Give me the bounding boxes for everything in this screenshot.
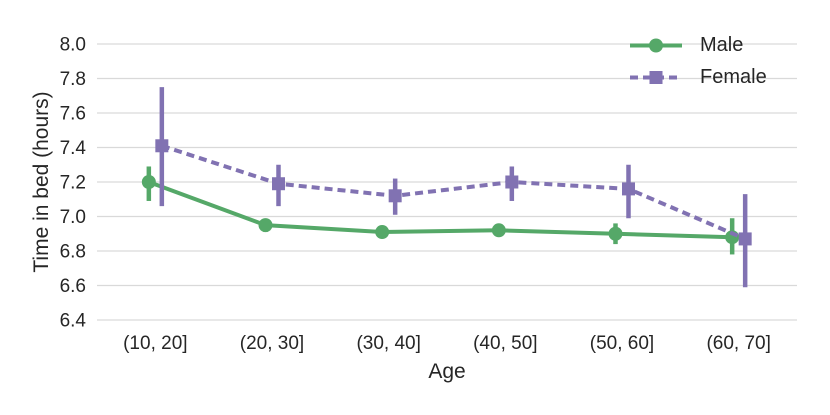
y-tick-label: 6.4 [60, 311, 87, 332]
x-tick-label: (40, 50] [473, 333, 537, 354]
male-marker [608, 226, 623, 241]
y-tick-label: 7.2 [60, 173, 86, 194]
y-tick-label: 7.0 [60, 207, 86, 228]
legend: Male Female [627, 34, 767, 89]
x-tick-label: (10, 20] [123, 333, 187, 354]
y-tick-label: 8.0 [60, 35, 86, 56]
male-marker [491, 223, 506, 238]
female-line [161, 143, 746, 241]
x-tick-label: (50, 60] [590, 333, 654, 354]
x-tick-label: (30, 40] [356, 333, 420, 354]
legend-label-female: Female [700, 66, 767, 88]
x-tick-label: (60, 70] [706, 333, 770, 354]
male-line [148, 180, 733, 240]
female-marker [505, 175, 519, 189]
legend-item-male: Male [627, 34, 767, 57]
legend-item-female: Female [627, 66, 767, 89]
female-marker [155, 139, 169, 153]
female-marker [738, 232, 752, 246]
legend-label-male: Male [700, 34, 744, 56]
y-tick-label: 6.8 [60, 242, 86, 263]
female-legend-marker-icon [630, 71, 682, 84]
male-marker [375, 225, 390, 240]
female-marker [272, 177, 285, 191]
y-axis-label: Time in bed (hours) [30, 91, 53, 272]
x-tick-label: (20, 30] [240, 333, 304, 354]
male-legend-marker [649, 38, 663, 53]
female-legend-marker [649, 71, 663, 84]
male-marker [258, 218, 273, 233]
y-tick-label: 7.8 [60, 69, 86, 90]
female-marker [388, 189, 402, 203]
y-tick-label: 6.6 [60, 276, 86, 297]
x-axis-label: Age [428, 360, 465, 383]
male-legend-marker-icon [630, 38, 682, 53]
y-tick-label: 7.4 [60, 138, 87, 159]
male-marker [141, 175, 156, 189]
y-tick-label: 7.6 [60, 104, 86, 125]
female-marker [622, 182, 635, 196]
